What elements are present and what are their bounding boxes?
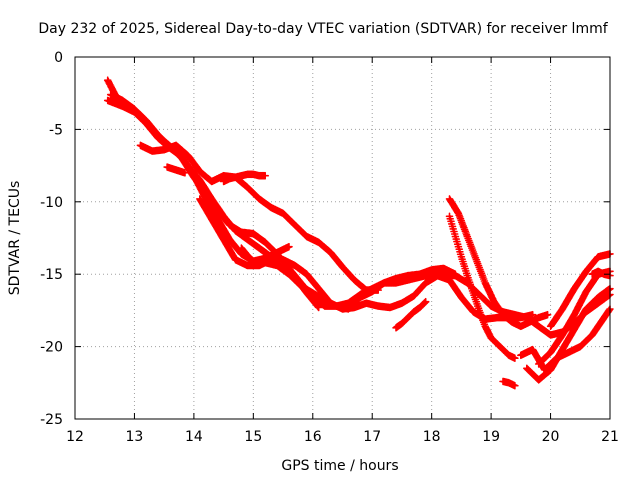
series-track-h (237, 242, 293, 265)
y-tick-label: -10 (40, 195, 63, 211)
y-tick-label: 0 (54, 50, 63, 66)
y-tick-label: -5 (49, 122, 63, 138)
plot-frame (74, 56, 611, 420)
y-tick-labels: 0 -5 -10 -15 -20 -25 (40, 50, 63, 428)
x-tick-label: 20 (542, 429, 560, 445)
x-tick-label: 21 (601, 429, 619, 445)
series-track-d (136, 141, 382, 294)
chart-title: Day 232 of 2025, Sidereal Day-to-day VTE… (38, 21, 608, 37)
series-track-k (445, 195, 552, 331)
x-tick-label: 18 (423, 429, 441, 445)
series-track-p (546, 250, 614, 331)
x-tick-label: 15 (244, 429, 262, 445)
series-track-f (163, 163, 189, 177)
series-track-j (445, 212, 519, 362)
data-traces (103, 76, 614, 390)
x-tick-label: 17 (363, 429, 381, 445)
y-tick-label: -15 (40, 267, 63, 283)
x-axis-label: GPS time / hours (281, 458, 398, 474)
y-tick-label: -25 (40, 412, 63, 428)
series-track-g (196, 195, 323, 312)
x-tick-label: 13 (126, 429, 144, 445)
x-tick-label: 19 (482, 429, 500, 445)
axis-ticks (74, 56, 611, 420)
series-track-e (219, 170, 269, 186)
y-tick-label: -20 (40, 340, 63, 356)
x-tick-labels: 12 13 14 15 16 17 18 19 20 21 (66, 429, 619, 445)
x-tick-label: 16 (304, 429, 322, 445)
x-tick-label: 12 (66, 429, 84, 445)
x-tick-label: 14 (185, 429, 203, 445)
series-track-l (499, 377, 519, 390)
series-track-i (392, 297, 430, 332)
y-axis-label: SDTVAR / TECUs (7, 181, 23, 296)
gridlines (75, 57, 610, 419)
